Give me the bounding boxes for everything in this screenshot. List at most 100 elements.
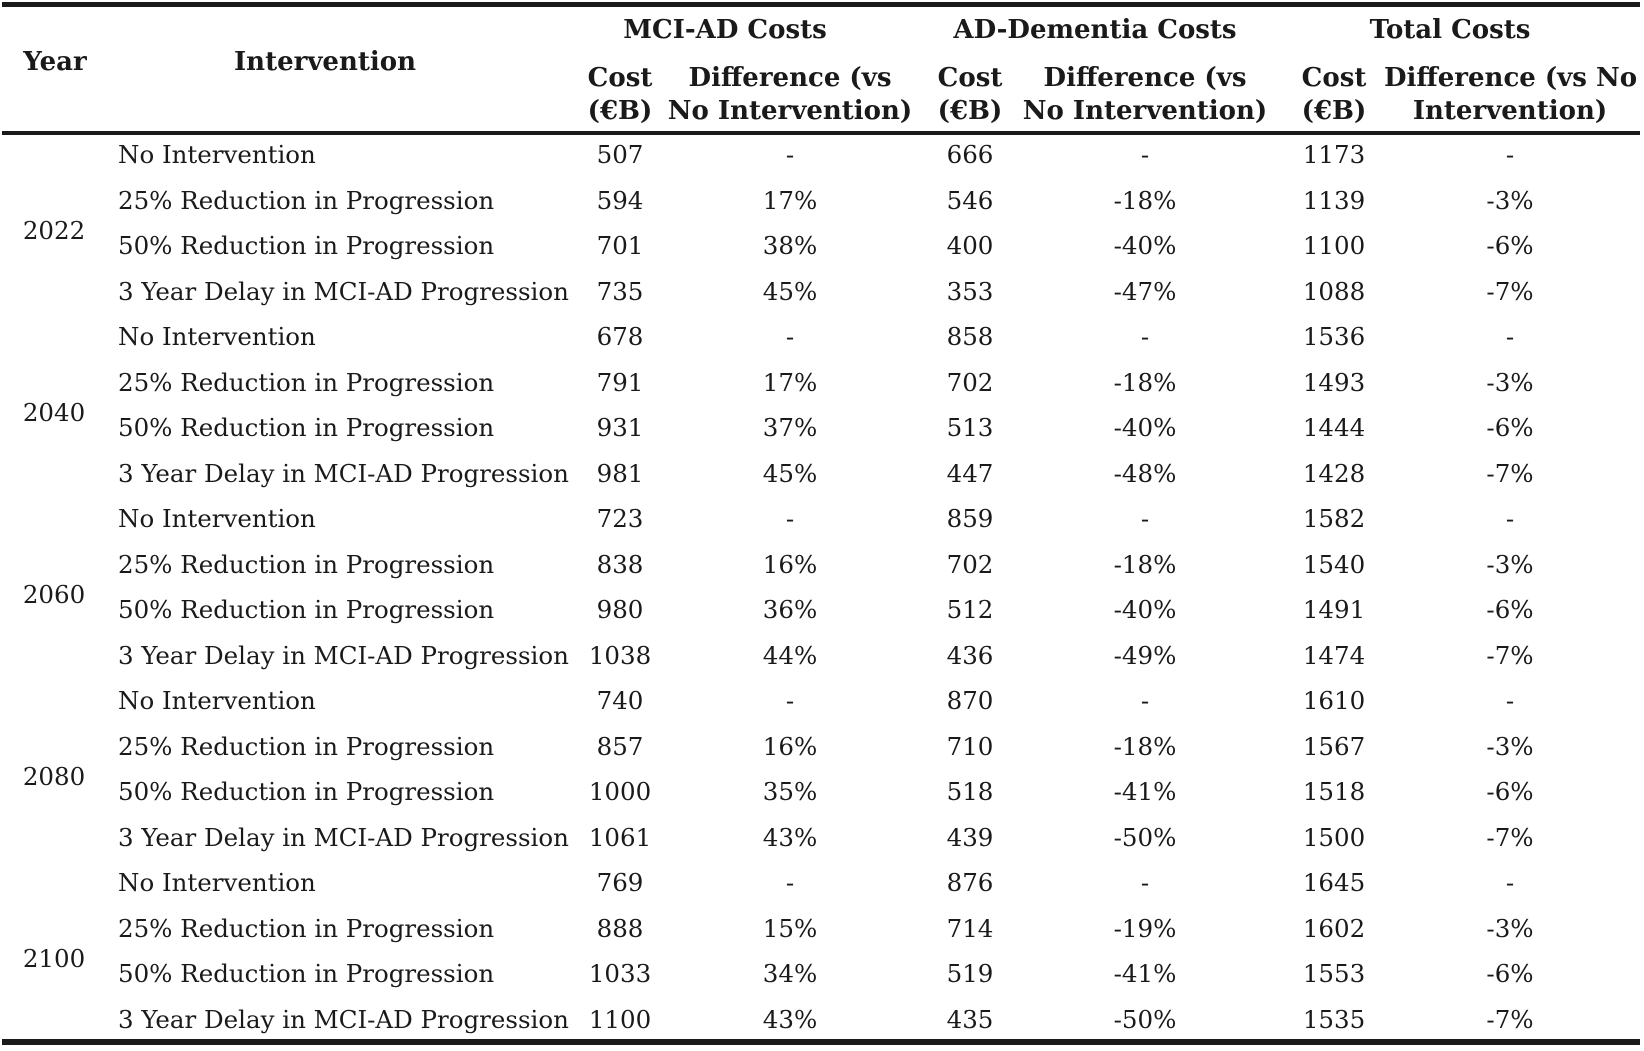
year-label: 2060: [22, 580, 86, 609]
header-ad-cost: Cost (€B): [910, 62, 1030, 128]
cell-ad-cost: 714: [946, 913, 994, 943]
cell-total-diff: -3%: [1486, 185, 1534, 215]
cell-ad-cost: 439: [946, 822, 994, 852]
cell-ad-cost: 546: [946, 185, 994, 215]
cell-mci-cost: 838: [596, 549, 644, 579]
cell-ad-diff: -48%: [1113, 458, 1177, 488]
cell-intervention: 3 Year Delay in MCI-AD Progression: [118, 822, 569, 852]
header-group-total: Total Costs: [1369, 15, 1531, 45]
cell-mci-diff: 15%: [762, 913, 818, 943]
header-intervention: Intervention: [234, 47, 416, 77]
cell-ad-cost: 876: [946, 868, 994, 897]
cell-intervention: 3 Year Delay in MCI-AD Progression: [118, 640, 569, 670]
cell-ad-cost: 400: [946, 231, 994, 260]
header-total-diff: Difference (vs No Intervention): [1384, 62, 1637, 128]
cell-intervention: No Intervention: [118, 322, 316, 351]
table-row: 25% Reduction in Progression 857 16% 710 -18…: [0, 732, 1644, 778]
cell-ad-diff: -18%: [1113, 367, 1177, 397]
table-row: 50% Reduction in Progression 701 38% 400 -40…: [0, 231, 1644, 277]
header-total-cost: Cost (€B): [1274, 62, 1394, 128]
cell-total-cost: 1088: [1302, 276, 1366, 306]
cell-total-diff: -3%: [1486, 367, 1534, 397]
cell-ad-diff: -49%: [1113, 640, 1177, 670]
cell-total-cost: 1139: [1302, 185, 1366, 215]
cell-ad-cost: 512: [946, 595, 994, 624]
cell-ad-cost: 353: [946, 276, 994, 306]
cell-ad-diff: -41%: [1113, 959, 1177, 988]
cell-ad-cost: 666: [946, 140, 994, 169]
table-row: 50% Reduction in Progression 931 37% 513 -40…: [0, 413, 1644, 459]
cell-ad-diff: -: [1140, 868, 1150, 897]
cell-mci-cost: 857: [596, 731, 644, 761]
table-row: No Intervention 723 - 859 - 1582 -: [0, 504, 1644, 550]
year-label: 2100: [22, 944, 86, 973]
cell-total-diff: -7%: [1486, 458, 1534, 488]
cell-total-cost: 1518: [1302, 777, 1366, 806]
cell-mci-diff: 35%: [762, 777, 818, 806]
cell-mci-cost: 507: [596, 140, 644, 169]
cell-mci-cost: 981: [596, 458, 644, 488]
header-year: Year: [23, 47, 87, 77]
cell-total-diff: -3%: [1486, 731, 1534, 761]
cell-ad-cost: 518: [946, 777, 994, 806]
cell-mci-diff: 16%: [762, 549, 818, 579]
cell-total-diff: -3%: [1486, 913, 1534, 943]
cell-mci-diff: 17%: [762, 185, 818, 215]
table-row: 3 Year Delay in MCI-AD Progression 981 45%…: [0, 459, 1644, 505]
cell-total-cost: 1491: [1302, 595, 1366, 624]
cell-ad-cost: 870: [946, 686, 994, 715]
cell-total-cost: 1602: [1302, 913, 1366, 943]
cell-total-diff: -: [1505, 504, 1515, 533]
cell-total-cost: 1493: [1302, 367, 1366, 397]
cell-total-diff: -6%: [1486, 595, 1534, 624]
cell-mci-cost: 723: [596, 504, 644, 533]
bottom-rule: [2, 1039, 1640, 1045]
cell-mci-diff: -: [785, 504, 795, 533]
cell-mci-cost: 1061: [588, 822, 652, 852]
header-total-cost-line2: (€B): [1301, 96, 1367, 126]
cell-mci-cost: 1033: [588, 959, 652, 988]
cell-mci-cost: 1038: [588, 640, 652, 670]
cell-mci-cost: 888: [596, 913, 644, 943]
cell-mci-cost: 931: [596, 413, 644, 442]
cell-ad-cost: 447: [946, 458, 994, 488]
table-row: No Intervention 678 - 858 - 1536 -: [0, 322, 1644, 368]
cell-mci-diff: 36%: [762, 595, 818, 624]
cell-ad-cost: 702: [946, 549, 994, 579]
header-ad-diff: Difference (vs No Intervention): [1020, 62, 1270, 128]
cell-intervention: 3 Year Delay in MCI-AD Progression: [118, 276, 569, 306]
header-group-ad-dementia: AD-Dementia Costs: [953, 15, 1237, 45]
cell-total-cost: 1582: [1302, 504, 1366, 533]
cell-ad-cost: 435: [946, 1004, 994, 1034]
cell-intervention: 25% Reduction in Progression: [118, 549, 495, 579]
table-row: 3 Year Delay in MCI-AD Progression 1038 44…: [0, 641, 1644, 687]
header-ad-cost-line1: Cost: [937, 63, 1003, 93]
cell-mci-diff: 38%: [762, 231, 818, 260]
year-label: 2080: [22, 762, 86, 791]
cell-total-diff: -3%: [1486, 549, 1534, 579]
table-row: 25% Reduction in Progression 888 15% 714 -19…: [0, 914, 1644, 960]
year-label: 2022: [22, 216, 86, 245]
cell-intervention: 3 Year Delay in MCI-AD Progression: [118, 1004, 569, 1034]
cell-ad-diff: -: [1140, 322, 1150, 351]
cell-ad-cost: 519: [946, 959, 994, 988]
cell-intervention: 50% Reduction in Progression: [118, 231, 495, 260]
header-mci-diff: Difference (vs No Intervention): [665, 62, 915, 128]
header-ad-cost-line2: (€B): [937, 96, 1003, 126]
cell-mci-cost: 735: [596, 276, 644, 306]
cell-total-cost: 1645: [1302, 868, 1366, 897]
cell-total-cost: 1553: [1302, 959, 1366, 988]
cell-ad-cost: 859: [946, 504, 994, 533]
cell-total-diff: -: [1505, 868, 1515, 897]
cell-intervention: 50% Reduction in Progression: [118, 413, 495, 442]
table-row: 3 Year Delay in MCI-AD Progression 1100 43…: [0, 1005, 1644, 1051]
header-ad-diff-line1: Difference (vs: [1043, 63, 1247, 93]
table-row: No Intervention 769 - 876 - 1645 -: [0, 868, 1644, 914]
cell-ad-diff: -40%: [1113, 595, 1177, 624]
table-row: 25% Reduction in Progression 791 17% 702 -18…: [0, 368, 1644, 414]
cell-intervention: 25% Reduction in Progression: [118, 367, 495, 397]
header-mci-diff-line1: Difference (vs: [688, 63, 892, 93]
header-rule: [2, 131, 1640, 135]
header-mci-cost-line2: (€B): [587, 96, 653, 126]
cell-total-diff: -6%: [1486, 413, 1534, 442]
